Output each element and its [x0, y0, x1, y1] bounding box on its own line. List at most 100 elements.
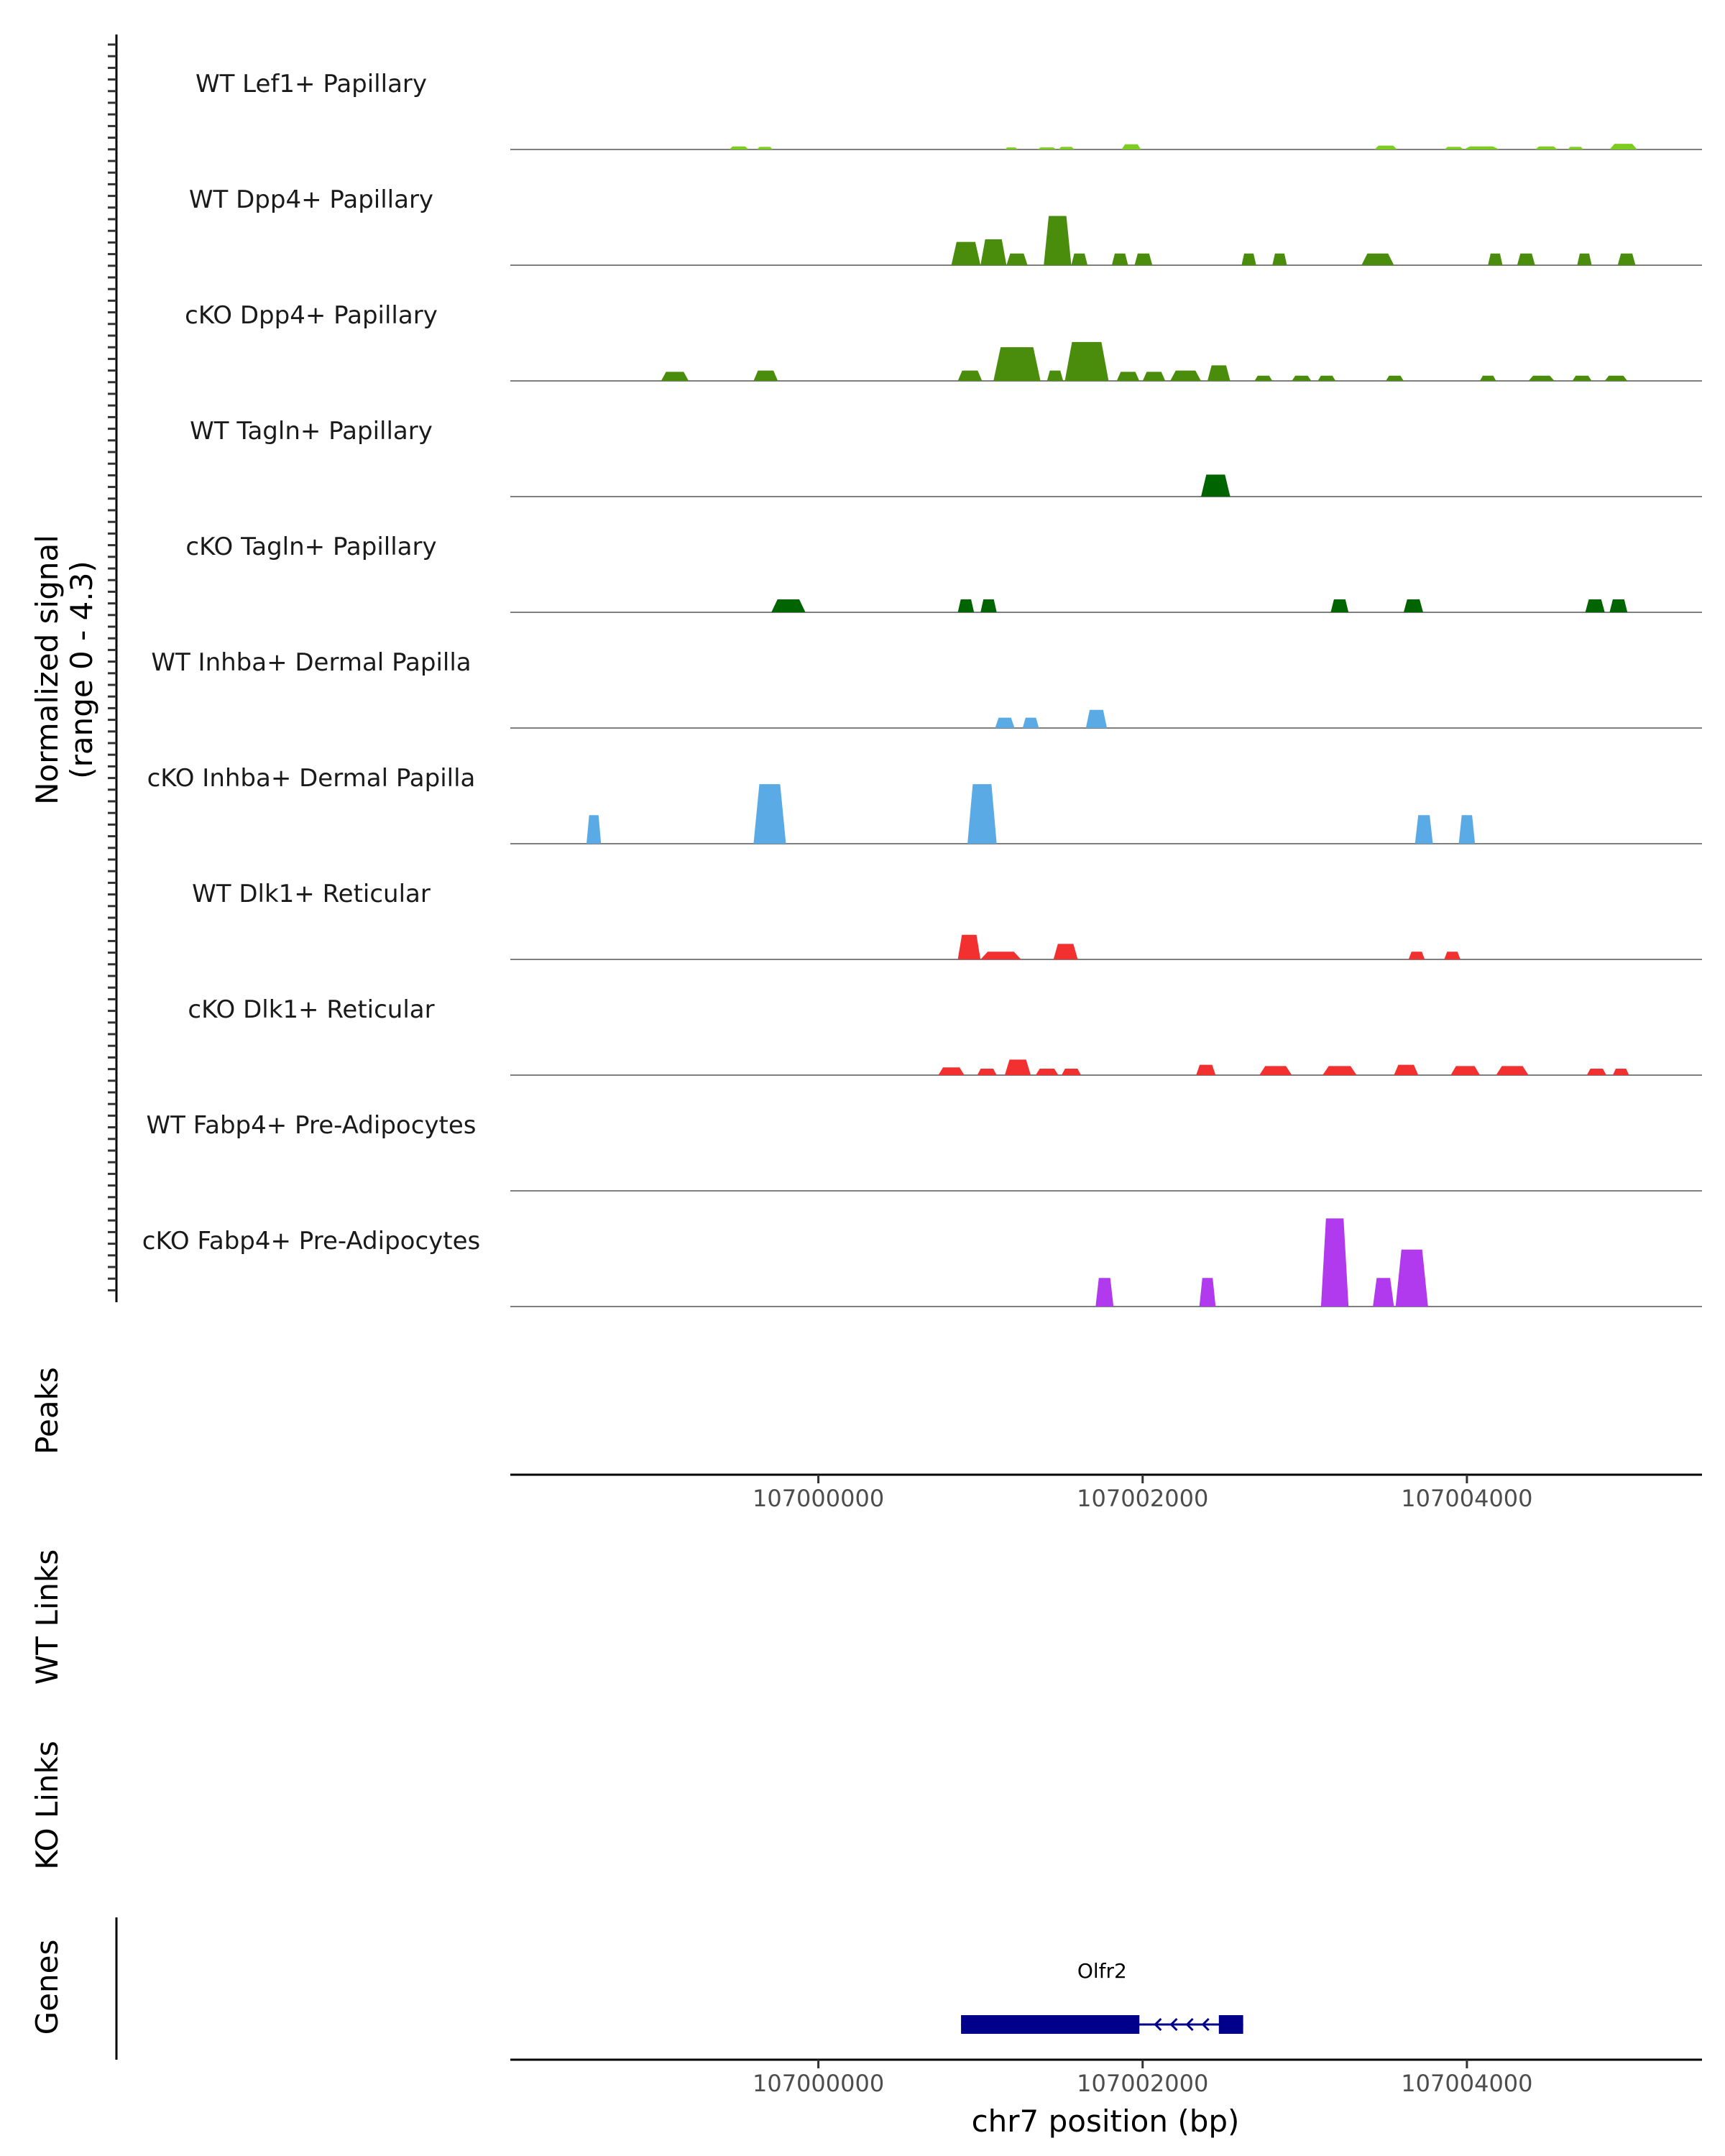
track-label: cKO Dpp4+ Papillary [185, 301, 438, 330]
coverage-peak [957, 599, 975, 612]
track-label: WT Lef1+ Papillary [196, 70, 427, 98]
coverage-peak [1201, 474, 1230, 497]
strand-arrow [1185, 2017, 1194, 2032]
coverage-peak [1609, 599, 1628, 612]
strand-arrow [1201, 2017, 1210, 2032]
gene-models: Olfr2 [961, 1959, 1243, 2034]
coverage-peak [1085, 709, 1108, 728]
track-label: WT Dlk1+ Reticular [192, 880, 431, 908]
track-label: cKO Inhba+ Dermal Papilla [147, 764, 476, 793]
coverage-peak [1005, 1059, 1031, 1075]
coverage-peak [1053, 944, 1078, 959]
coverage-peak [957, 370, 983, 381]
track-3: cKO Dpp4+ Papillary [185, 301, 1702, 382]
signal-axis-title: Normalized signal [29, 535, 65, 805]
track-label: cKO Tagln+ Papillary [185, 533, 436, 561]
coverage-peak [980, 239, 1007, 265]
coverage-peak [1395, 1249, 1428, 1307]
coverage-peak [1572, 375, 1592, 381]
track-5: cKO Tagln+ Papillary [185, 533, 1702, 613]
x-tick-label: 107004000 [1401, 1485, 1532, 1512]
x-tick-label: 107002000 [1077, 2070, 1208, 2097]
coverage-peak [586, 815, 602, 844]
x-tick-label: 107000000 [753, 2070, 884, 2097]
x-tick-label: 107004000 [1401, 2070, 1532, 2097]
coverage-peak [951, 241, 981, 265]
track-label: cKO Dlk1+ Reticular [188, 995, 434, 1024]
coverage-peak [1317, 375, 1336, 381]
coverage-peak [1577, 253, 1592, 265]
coverage-peak [980, 952, 1021, 959]
x-tick-label: 107000000 [753, 1485, 884, 1512]
coverage-peak [1386, 375, 1404, 381]
track-10: WT Fabp4+ Pre-Adipocytes [147, 1111, 1702, 1192]
coverage-peak [1458, 815, 1476, 844]
wt-links-track-label: WT Links [29, 1549, 65, 1685]
coverage-peak [1208, 365, 1230, 381]
coverage-peak [1199, 1278, 1216, 1307]
coverage-peak [1528, 375, 1555, 381]
track-7: cKO Inhba+ Dermal Papilla [147, 764, 1702, 844]
coverage-peak [1374, 145, 1397, 149]
coverage-peak [729, 146, 749, 149]
strand-arrow [1154, 2017, 1162, 2032]
coverage-peak [1444, 147, 1464, 149]
coverage-peak [1071, 253, 1088, 265]
coverage-peak [753, 784, 786, 844]
coverage-peak [1095, 1278, 1114, 1307]
coverage-peak [1254, 375, 1273, 381]
coverage-peak [1330, 599, 1349, 612]
coverage-peak [1373, 1278, 1394, 1307]
track-2: WT Dpp4+ Papillary [189, 185, 1702, 266]
coverage-peak [1403, 599, 1423, 612]
track-8: WT Dlk1+ Reticular [192, 880, 1702, 960]
track-9: cKO Dlk1+ Reticular [188, 995, 1702, 1076]
coverage-peak [771, 599, 806, 612]
track-11: cKO Fabp4+ Pre-Adipocytes [142, 1218, 1702, 1307]
coverage-peak [1488, 253, 1503, 265]
coverage-peak [977, 1069, 997, 1075]
track-label: WT Fabp4+ Pre-Adipocytes [147, 1111, 477, 1140]
coverage-peak [1585, 599, 1605, 612]
peaks-track-label: Peaks [29, 1367, 65, 1455]
track-label: cKO Fabp4+ Pre-Adipocytes [142, 1227, 481, 1256]
coverage-peak [1037, 147, 1057, 149]
coverage-peak [1535, 146, 1558, 149]
x-tick-label: 107002000 [1077, 1485, 1208, 1512]
ko-links-track-label: KO Links [29, 1741, 65, 1870]
coverage-peak [1450, 1066, 1480, 1075]
coverage-peak [1121, 144, 1141, 149]
coverage-peak [1006, 253, 1028, 265]
track-label: WT Inhba+ Dermal Papilla [151, 648, 471, 677]
coverage-peak [1259, 1066, 1292, 1075]
coverage-peak [1586, 1069, 1606, 1075]
coverage-peak [1320, 1218, 1349, 1307]
coverage-peak [995, 717, 1015, 728]
signal-axis-subtitle: (range 0 - 4.3) [64, 561, 99, 779]
coverage-peak [753, 370, 778, 381]
track-label: WT Dpp4+ Papillary [189, 185, 433, 214]
coverage-peak [1116, 372, 1140, 381]
coverage-peak [1292, 375, 1312, 381]
coverage-peak [1322, 1066, 1357, 1075]
coverage-peak [1046, 370, 1064, 381]
coverage-peak [1058, 147, 1075, 149]
coverage-peak [1111, 253, 1128, 265]
coverage-peak [1444, 952, 1460, 959]
coverage-peak [1612, 1069, 1629, 1075]
coverage-peak [980, 599, 997, 612]
coverage-peak [1064, 341, 1109, 381]
coverage-peak [993, 347, 1041, 381]
coverage-peak [1241, 253, 1256, 265]
track-label: WT Tagln+ Papillary [190, 417, 433, 446]
coverage-peak [1272, 253, 1287, 265]
coverage-peak [1142, 372, 1166, 381]
coverage-peak [967, 784, 997, 844]
coverage-peak [1196, 1064, 1216, 1075]
coverage-peak [1609, 144, 1637, 149]
gene-exon [961, 2015, 1140, 2034]
coverage-peak [1463, 146, 1499, 149]
coverage-peak [1005, 147, 1018, 149]
coverage-peak [957, 934, 981, 959]
